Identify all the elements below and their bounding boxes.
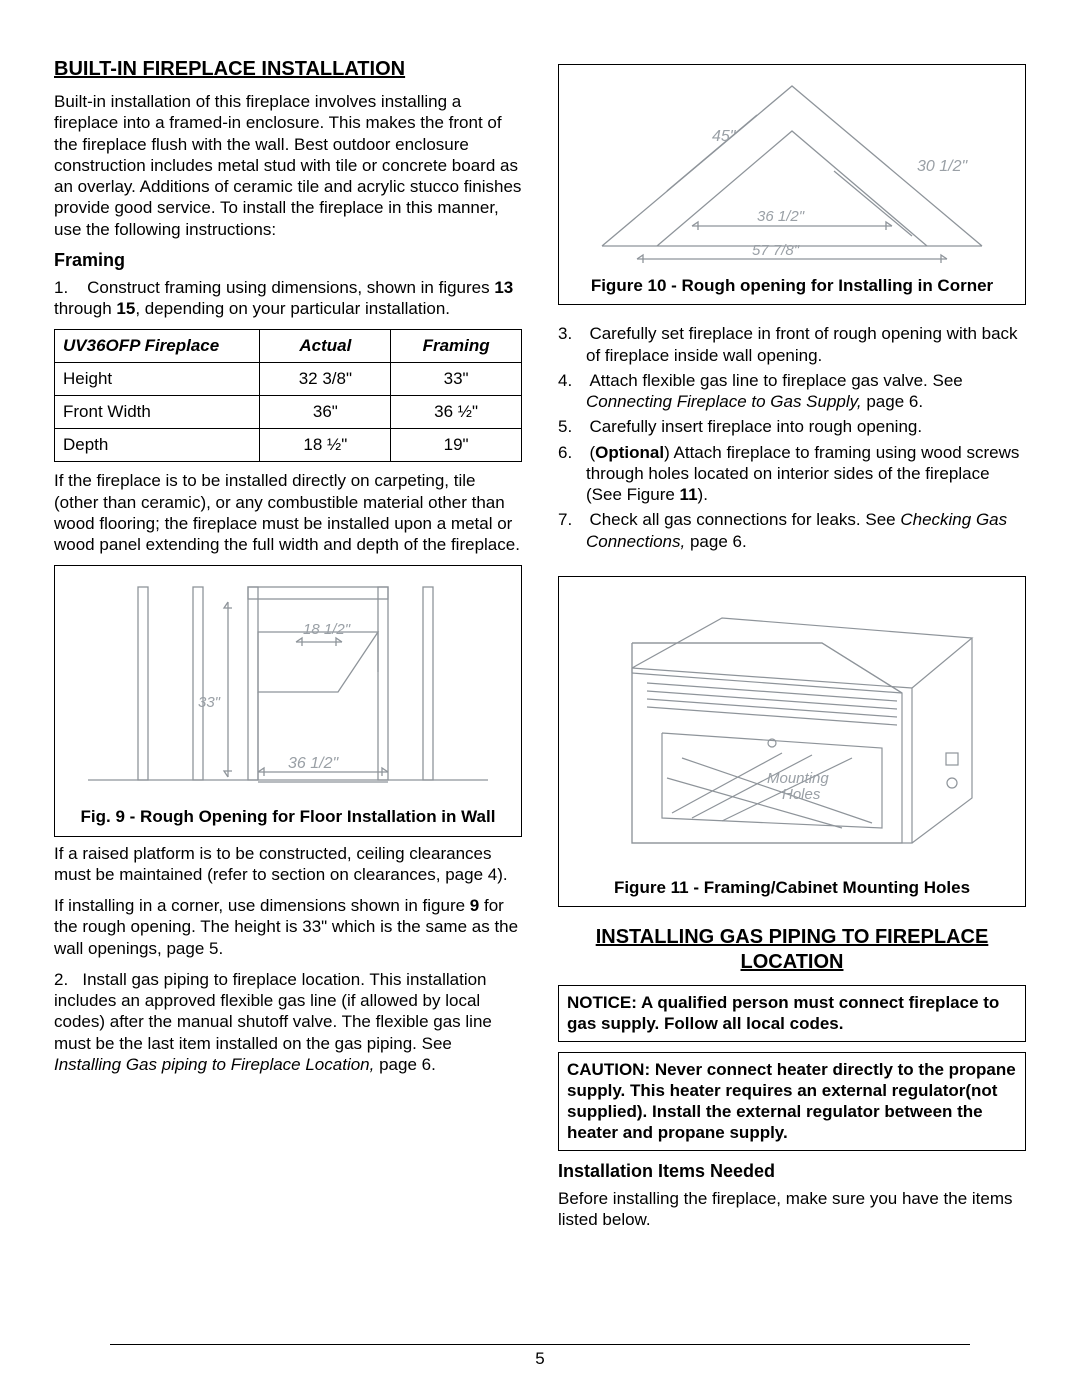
row-label: Depth — [55, 429, 260, 462]
table-row: Front Width 36" 36 ½" — [55, 396, 522, 429]
step-number: 7. — [558, 509, 580, 530]
row-label: Height — [55, 363, 260, 396]
table-row: Depth 18 ½" 19" — [55, 429, 522, 462]
dim-depth: 18 1/2" — [303, 621, 351, 638]
xref: Installing Gas piping to Fireplace Locat… — [54, 1055, 374, 1074]
ref-fig-9: 9 — [470, 896, 479, 915]
col-header: Actual — [260, 330, 391, 363]
items-needed-intro: Before installing the fireplace, make su… — [558, 1188, 1026, 1231]
cell: 36" — [260, 396, 391, 429]
step-text: Attach flexible gas line to fireplace ga… — [589, 371, 962, 390]
caution-box: CAUTION: Never connect heater directly t… — [558, 1052, 1026, 1151]
cell: 33" — [391, 363, 522, 396]
step-text: Carefully set fireplace in front of roug… — [586, 324, 1018, 364]
label-holes: Holes — [782, 786, 821, 803]
corner-note: If installing in a corner, use dimension… — [54, 895, 522, 959]
dim-45: 45" — [712, 128, 737, 145]
col-header: UV36OFP Fireplace — [55, 330, 260, 363]
cell: 18 ½" — [260, 429, 391, 462]
step-text: through — [54, 299, 116, 318]
step-number: 4. — [558, 370, 580, 391]
step-7: 7. Check all gas connections for leaks. … — [558, 509, 1026, 552]
text: If installing in a corner, use dimension… — [54, 896, 470, 915]
right-column: 45" 30 1/2" 36 1/2" 57 7/8" Figure 10 - … — [558, 58, 1026, 1230]
left-column: BUILT-IN FIREPLACE INSTALLATION Built-in… — [54, 58, 522, 1230]
table-row: Height 32 3/8" 33" — [55, 363, 522, 396]
heading-gas-piping: INSTALLING GAS PIPING TO FIREPLACE LOCAT… — [558, 925, 1026, 975]
dimensions-table: UV36OFP Fireplace Actual Framing Height … — [54, 329, 522, 462]
step-text: Carefully insert fireplace into rough op… — [589, 417, 922, 436]
subhead-items-needed: Installation Items Needed — [558, 1161, 1026, 1182]
step-5: 5. Carefully insert fireplace into rough… — [558, 416, 1026, 437]
step-3: 3. Carefully set fireplace in front of r… — [558, 323, 1026, 366]
step-text: Construct framing using dimensions, show… — [87, 278, 494, 297]
step-text: page 6. — [862, 392, 923, 411]
figure-10: 45" 30 1/2" 36 1/2" 57 7/8" Figure 10 - … — [558, 64, 1026, 305]
dim-57-78: 57 7/8" — [752, 242, 800, 259]
cell: 32 3/8" — [260, 363, 391, 396]
step-number: 3. — [558, 323, 580, 344]
dim-36-5: 36 1/2" — [757, 208, 805, 225]
figure-9-caption: Fig. 9 - Rough Opening for Floor Install… — [63, 806, 513, 827]
figure-10-svg: 45" 30 1/2" 36 1/2" 57 7/8" — [572, 71, 1012, 271]
step-text: ). — [698, 485, 708, 504]
raised-platform-note: If a raised platform is to be constructe… — [54, 843, 522, 886]
subhead-framing: Framing — [54, 250, 522, 271]
ref-fig-11: 11 — [680, 485, 698, 504]
xref: Connecting Fireplace to Gas Supply, — [586, 392, 862, 411]
step-number: 2. — [54, 970, 68, 989]
col-header: Framing — [391, 330, 522, 363]
step-number: 1. — [54, 278, 68, 297]
notice-box: NOTICE: A qualified person must connect … — [558, 985, 1026, 1042]
step-number: 5. — [558, 416, 580, 437]
figure-9-svg: 18 1/2" 33" 36 1/2" — [78, 572, 498, 802]
footer-rule — [110, 1344, 970, 1345]
step-text: page 6. — [374, 1055, 435, 1074]
step-1: 1. Construct framing using dimensions, s… — [54, 277, 522, 320]
dim-width: 36 1/2" — [288, 755, 339, 772]
figure-10-caption: Figure 10 - Rough opening for Installing… — [567, 275, 1017, 296]
heading-builtin: BUILT-IN FIREPLACE INSTALLATION — [54, 58, 522, 81]
step-text: Install gas piping to fireplace location… — [54, 970, 492, 1053]
figure-11-svg: Mounting Holes — [572, 583, 1012, 873]
dim-30-5: 30 1/2" — [917, 158, 968, 175]
step-2: 2. Install gas piping to fireplace locat… — [54, 969, 522, 1075]
ref-fig-15: 15 — [116, 299, 135, 318]
label-mounting: Mounting — [767, 770, 829, 787]
step-text: page 6. — [685, 532, 746, 551]
step-4: 4. Attach flexible gas line to fireplace… — [558, 370, 1026, 413]
carpet-note: If the fireplace is to be installed dire… — [54, 470, 522, 555]
step-6: 6. (Optional) Attach fireplace to framin… — [558, 442, 1026, 506]
page-number: 5 — [0, 1349, 1080, 1369]
cell: 19" — [391, 429, 522, 462]
ref-fig-13: 13 — [494, 278, 513, 297]
optional-label: Optional — [595, 443, 664, 462]
dim-height: 33" — [198, 694, 221, 711]
row-label: Front Width — [55, 396, 260, 429]
step-text: Check all gas connections for leaks. See — [589, 510, 900, 529]
step-number: 6. — [558, 442, 580, 463]
cell: 36 ½" — [391, 396, 522, 429]
figure-9: 18 1/2" 33" 36 1/2" Fig. 9 - Rough Openi… — [54, 565, 522, 836]
intro-paragraph: Built-in installation of this fireplace … — [54, 91, 522, 240]
figure-11-caption: Figure 11 - Framing/Cabinet Mounting Hol… — [567, 877, 1017, 898]
steps-3-7: 3. Carefully set fireplace in front of r… — [558, 323, 1026, 552]
step-text: , depending on your particular installat… — [135, 299, 450, 318]
figure-11: Mounting Holes Figure 11 - Framing/Cabin… — [558, 576, 1026, 907]
